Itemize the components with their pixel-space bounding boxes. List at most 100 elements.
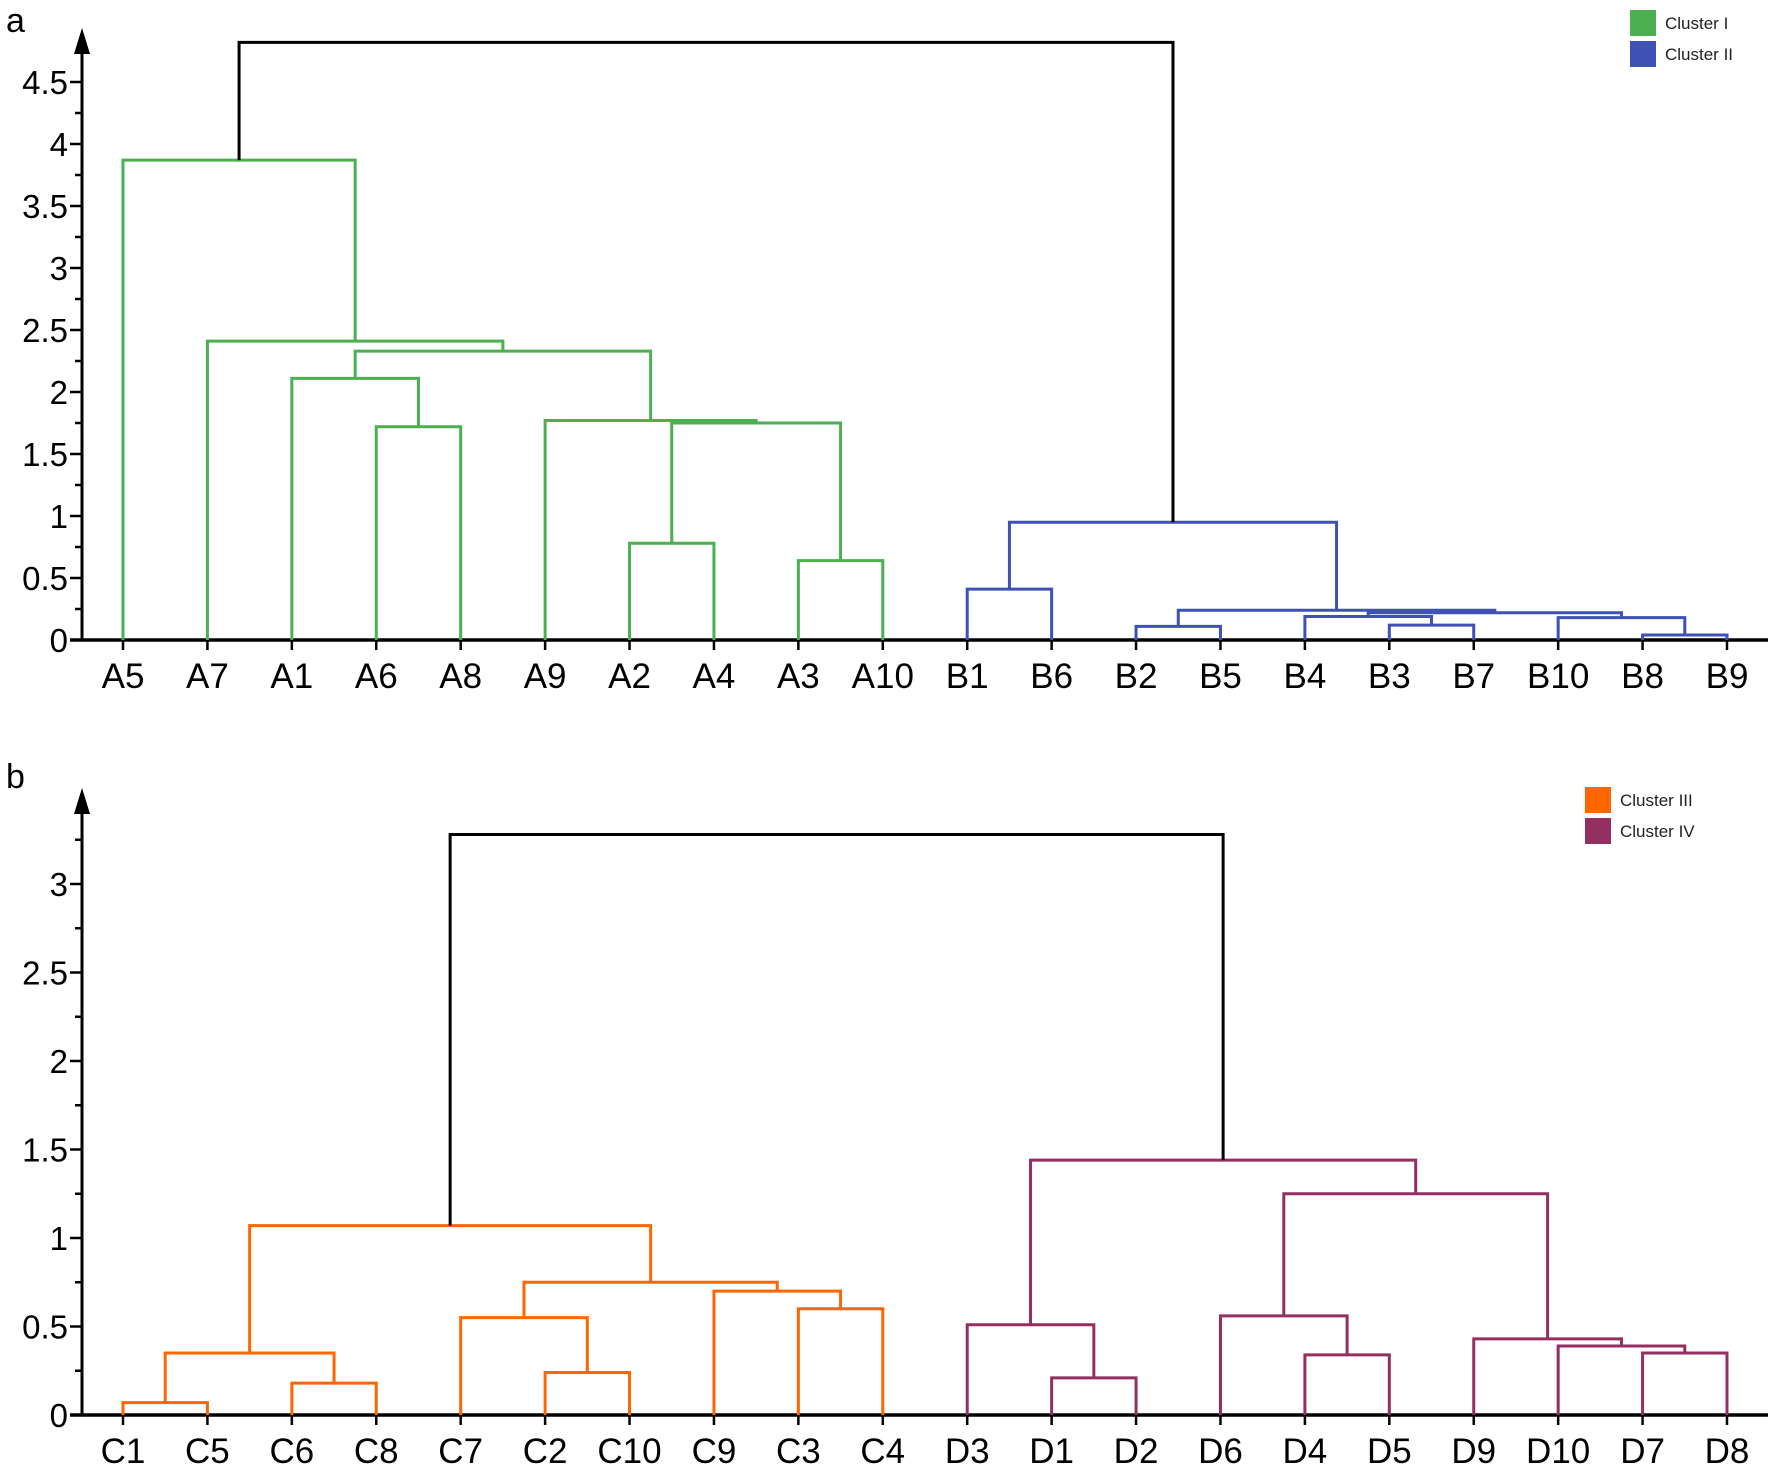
y-tick-label: 2 (50, 374, 68, 411)
dendrogram-link-c8 (522, 1280, 779, 1318)
y-axis-arrow-icon (74, 28, 90, 54)
leaf-label: A7 (186, 657, 229, 696)
leaf-label: D6 (1198, 1432, 1243, 1471)
leaf-label: C10 (597, 1432, 661, 1471)
dendrogram-link-a7 (353, 349, 653, 421)
leaf-label: A9 (524, 657, 567, 696)
leaf-label: B8 (1621, 657, 1664, 696)
dendrogram-link-a3 (628, 541, 716, 640)
dendrogram-link-b1 (965, 587, 1054, 640)
leaf-label: C4 (860, 1432, 905, 1471)
y-tick-label: 4 (50, 126, 68, 163)
leaf-label: C7 (438, 1432, 483, 1471)
leaf-label: C2 (523, 1432, 568, 1471)
dendrogram-link-b6 (1556, 616, 1687, 640)
leaf-label: D4 (1283, 1432, 1328, 1471)
legend-label: Cluster II (1665, 45, 1733, 64)
dendrogram-link-b9 (1007, 520, 1339, 611)
leaf-label: C1 (101, 1432, 146, 1471)
leaf-label: B4 (1283, 657, 1326, 696)
leaf-label: C5 (185, 1432, 230, 1471)
y-tick-label: 1 (50, 1220, 68, 1257)
dendrogram-panel-b: 0 0.5 1 1.5 2 2.5 3 C1 C5 C6 C8 C7 C2 C10 C9 C3 C4 D3 D1 D2… (22, 787, 1768, 1471)
y-tick-label: 2.5 (22, 312, 68, 349)
leaf-label: B9 (1706, 657, 1749, 696)
y-tick-label: 3 (50, 250, 68, 287)
legend-label: Cluster I (1665, 14, 1728, 33)
leaf-label: A8 (439, 657, 482, 696)
dendrogram-link-a4 (796, 559, 885, 640)
leaf-label: B2 (1115, 657, 1158, 696)
leaf-label: D7 (1620, 1432, 1665, 1471)
dendrogram-link-c4 (543, 1371, 632, 1415)
y-tick-label: 2.5 (22, 955, 68, 992)
dendrogram-link-root (448, 832, 1225, 1226)
dendrogram-link-c9 (248, 1224, 653, 1354)
legend-label: Cluster III (1620, 791, 1693, 810)
dendrogram-link-d3 (1303, 1353, 1391, 1415)
dendrogram-link-c2 (290, 1381, 378, 1415)
dendrogram-panel-a: 0 0.5 1 1.5 2 2.5 3 3.5 4 4.5 A5 A7 A1 A6 A8 A9 A2 A4 A3 A1… (22, 10, 1768, 696)
leaf-label: A10 (852, 657, 914, 696)
y-tick-label: 3.5 (22, 188, 68, 225)
legend-swatch (1585, 818, 1611, 844)
dendrogram-link-d5 (1641, 1351, 1729, 1415)
y-tick-label: 2 (50, 1043, 68, 1080)
y-tick-label: 1 (50, 498, 68, 535)
dendrogram-link-d9 (1029, 1158, 1418, 1325)
dendrogram-link-d6 (1556, 1344, 1687, 1415)
leaf-label: B10 (1527, 657, 1589, 696)
dendrogram-link-b2 (1134, 624, 1222, 640)
leaf-label: D9 (1451, 1432, 1496, 1471)
dendrogram-link-root (237, 40, 1175, 523)
leaf-label: A4 (693, 657, 736, 696)
leaf-label: C6 (269, 1432, 314, 1471)
leaf-label: D2 (1114, 1432, 1159, 1471)
dendrogram-link-a5 (670, 421, 843, 561)
y-tick-label: 4.5 (22, 64, 68, 101)
legend-swatch (1630, 41, 1656, 67)
y-tick-label: 1.5 (22, 1132, 68, 1169)
leaf-label: B5 (1199, 657, 1242, 696)
dendrogram-link-c5 (459, 1316, 589, 1415)
dendrogram-link-d7 (1472, 1337, 1623, 1415)
leaf-label: D8 (1705, 1432, 1750, 1471)
leaf-label: D1 (1029, 1432, 1074, 1471)
leaf-label: B1 (946, 657, 989, 696)
leaf-label: B6 (1030, 657, 1073, 696)
leaf-label: B7 (1452, 657, 1495, 696)
leaf-label: A3 (777, 657, 820, 696)
leaf-label: A2 (608, 657, 651, 696)
dendrogram-link-d1 (1050, 1376, 1138, 1415)
leaf-label: D10 (1526, 1432, 1590, 1471)
y-tick-label: 3 (50, 866, 68, 903)
panel-label-b: b (6, 758, 25, 796)
y-tick-label: 0.5 (22, 1309, 68, 1346)
dendrogram-link-a6 (543, 419, 758, 640)
y-tick-label: 1.5 (22, 436, 68, 473)
dendrogram-link-c6 (796, 1307, 885, 1415)
dendrogram-link-d4 (1218, 1314, 1349, 1415)
dendrogram-link-a2 (290, 376, 420, 640)
panel-label-a: a (6, 2, 25, 40)
leaf-label: A5 (102, 657, 145, 696)
leaf-label: D3 (945, 1432, 990, 1471)
leaf-label: A1 (270, 657, 313, 696)
legend-swatch (1585, 787, 1611, 813)
dendrogram-link-a1 (374, 425, 463, 640)
dendrogram-link-a9 (121, 158, 357, 640)
dendrogram-link-b3 (1387, 623, 1476, 640)
leaf-label: B3 (1368, 657, 1411, 696)
leaf-label: D5 (1367, 1432, 1412, 1471)
legend-label: Cluster IV (1620, 822, 1695, 841)
dendrogram-link-d2 (965, 1323, 1096, 1415)
legend-swatch (1630, 10, 1656, 36)
dendrogram-link-c1 (121, 1401, 209, 1415)
dendrogram-link-a8 (205, 339, 505, 640)
y-tick-label: 0 (50, 1397, 68, 1434)
leaf-label: A6 (355, 657, 398, 696)
y-tick-label: 0.5 (22, 560, 68, 597)
dendrogram-link-b4 (1303, 614, 1434, 640)
leaf-label: C3 (776, 1432, 821, 1471)
